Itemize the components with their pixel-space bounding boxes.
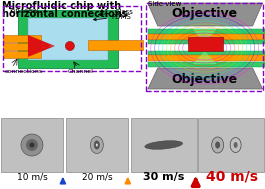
Polygon shape	[148, 3, 263, 26]
Ellipse shape	[212, 137, 224, 153]
Ellipse shape	[230, 138, 241, 153]
Bar	[3, 6, 141, 71]
Polygon shape	[205, 29, 217, 44]
Text: Objective: Objective	[172, 74, 238, 87]
Bar	[131, 118, 197, 172]
Text: Glass: Glass	[99, 9, 134, 16]
Polygon shape	[193, 51, 205, 64]
Polygon shape	[28, 35, 55, 46]
Text: Microfluidic chip with: Microfluidic chip with	[2, 1, 121, 11]
Polygon shape	[193, 29, 205, 44]
Text: Channel: Channel	[68, 69, 94, 74]
Ellipse shape	[94, 140, 100, 149]
Bar	[146, 3, 263, 91]
Bar	[66, 118, 128, 172]
Circle shape	[21, 134, 43, 156]
Bar	[188, 37, 223, 51]
Text: 40 m/s: 40 m/s	[206, 170, 258, 184]
Bar	[148, 40, 264, 44]
Bar	[198, 118, 264, 172]
Polygon shape	[148, 68, 263, 89]
Text: Top view: Top view	[8, 8, 38, 14]
Bar	[148, 51, 264, 55]
Polygon shape	[205, 51, 217, 64]
Ellipse shape	[234, 142, 238, 148]
Bar	[148, 62, 264, 67]
Bar	[3, 43, 41, 50]
Ellipse shape	[90, 136, 103, 153]
Text: Side view: Side view	[148, 1, 181, 7]
Text: 20 m/s: 20 m/s	[82, 173, 112, 181]
Bar	[88, 40, 143, 50]
Text: Objective: Objective	[172, 6, 238, 19]
Bar	[3, 50, 41, 57]
Bar	[28, 18, 108, 60]
Circle shape	[29, 143, 34, 147]
Circle shape	[65, 42, 74, 50]
Bar	[148, 34, 264, 40]
Bar	[148, 29, 264, 34]
Text: PDMS: PDMS	[94, 14, 131, 21]
Polygon shape	[28, 46, 55, 57]
Ellipse shape	[215, 142, 220, 149]
Text: 30 m/s: 30 m/s	[143, 172, 184, 182]
Bar	[3, 35, 41, 42]
Polygon shape	[28, 42, 55, 50]
Bar	[18, 10, 118, 68]
Circle shape	[26, 139, 38, 151]
Ellipse shape	[145, 141, 183, 149]
Ellipse shape	[96, 143, 98, 146]
Text: 10 m/s: 10 m/s	[17, 173, 47, 181]
Bar	[148, 55, 264, 61]
Bar	[1, 118, 63, 172]
Text: horizontal connections: horizontal connections	[2, 9, 127, 19]
Text: connections: connections	[5, 69, 43, 74]
